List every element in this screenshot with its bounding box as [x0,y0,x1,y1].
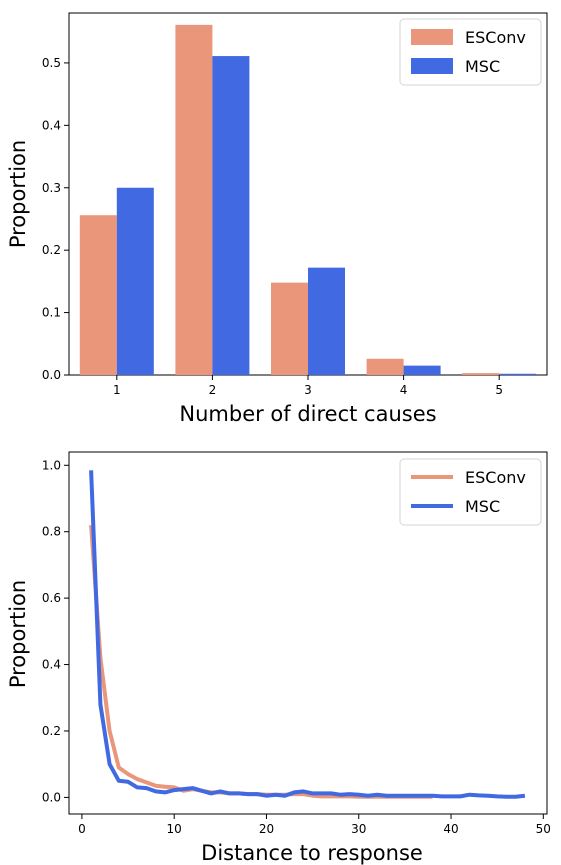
line-chart-y-axis-label: Proportion [6,580,30,688]
line-y-tick-label: 0.8 [42,525,61,539]
bar-legend-swatch-msc [411,58,453,74]
line-legend-label-msc: MSC [465,497,500,516]
bar-chart-bars [79,24,537,376]
line-chart-legend: ESConv MSC [399,458,542,526]
bar-esconv-4 [366,358,404,375]
line-chart-x-axis-label: Distance to response [201,841,423,865]
bar-x-tick-label: 1 [113,383,121,397]
bar-chart-y-ticks: 0.0 0.1 0.2 0.3 0.4 0.5 [42,56,69,382]
bar-esconv-2 [175,24,213,376]
line-chart-series [89,470,526,799]
bar-chart-x-ticks: 1 2 3 4 5 [113,375,503,397]
bar-legend-label-esconv: ESConv [465,28,526,47]
bar-msc-4 [403,365,441,375]
bar-chart-x-axis-label: Number of direct causes [179,402,436,426]
line-chart-panel: 0.0 0.2 0.4 0.6 0.8 1.0 0 10 20 30 40 50 Distance … [6,451,551,865]
bar-chart-y-axis-label: Proportion [6,140,30,248]
line-y-tick-label: 0.0 [42,790,61,804]
bar-esconv-3 [271,282,308,375]
line-chart-x-ticks: 0 10 20 30 40 50 [78,814,551,836]
bar-y-tick-label: 0.2 [42,243,61,257]
bar-msc-2 [212,56,250,375]
bar-x-tick-label: 5 [495,383,503,397]
bar-legend-label-msc: MSC [465,57,500,76]
bar-chart-panel: 0.0 0.1 0.2 0.3 0.4 0.5 1 2 3 4 5 Number of direc… [6,12,548,426]
line-x-tick-label: 50 [536,822,551,836]
bar-x-tick-label: 3 [304,383,312,397]
bar-msc-3 [308,267,345,375]
line-y-tick-label: 0.4 [42,658,61,672]
bar-x-tick-label: 2 [209,383,217,397]
line-x-tick-label: 0 [78,822,86,836]
bar-y-tick-label: 0.4 [42,118,61,132]
line-y-tick-label: 0.2 [42,724,61,738]
bar-x-tick-label: 4 [400,383,408,397]
bar-chart-legend: ESConv MSC [399,18,542,86]
bar-msc-5 [499,373,537,375]
line-x-tick-label: 30 [351,822,366,836]
line-series-msc [89,470,526,799]
bar-y-tick-label: 0.1 [42,306,61,320]
bar-msc-1 [116,187,154,375]
line-y-tick-label: 0.6 [42,591,61,605]
bar-esconv-1 [79,215,117,375]
line-x-tick-label: 20 [259,822,274,836]
line-chart-y-ticks: 0.0 0.2 0.4 0.6 0.8 1.0 [42,458,69,804]
bar-y-tick-label: 0.5 [42,56,61,70]
line-y-tick-label: 1.0 [42,458,61,472]
line-x-tick-label: 10 [167,822,182,836]
bar-y-tick-label: 0.3 [42,181,61,195]
bar-legend-swatch-esconv [411,29,453,45]
bar-esconv-5 [462,373,500,375]
line-legend-label-esconv: ESConv [465,468,526,487]
line-x-tick-label: 40 [443,822,458,836]
bar-y-tick-label: 0.0 [42,368,61,382]
